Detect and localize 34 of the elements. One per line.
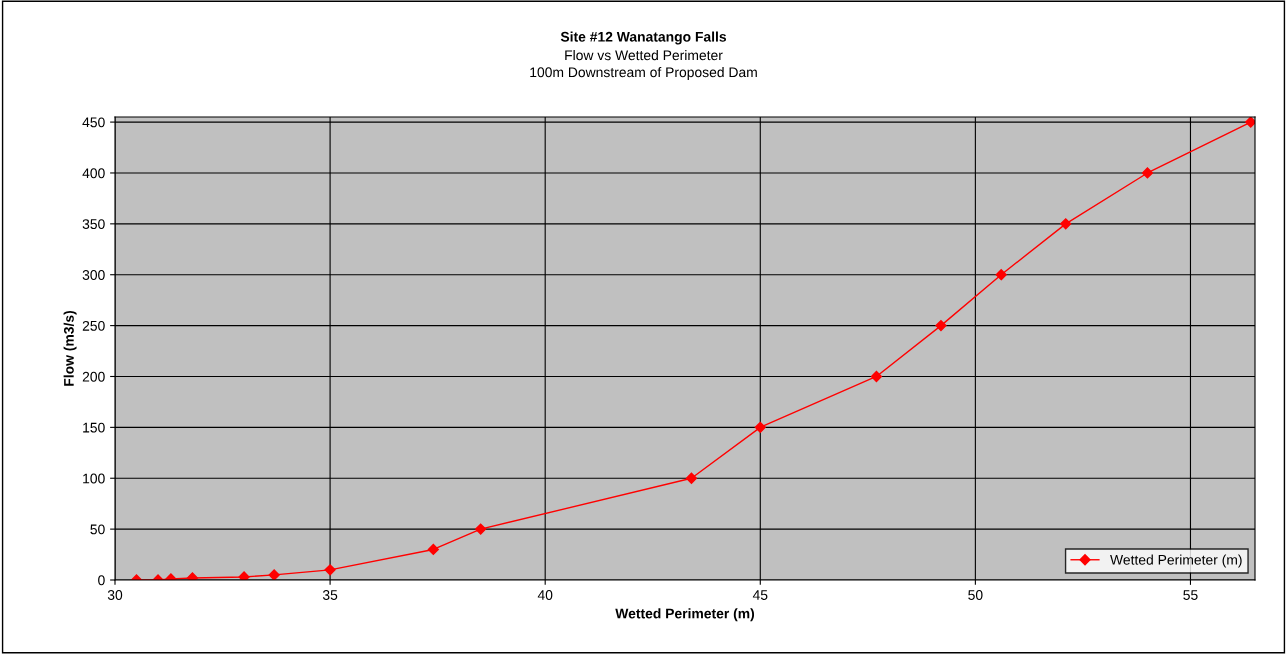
legend-label: Wetted Perimeter (m) — [1110, 554, 1242, 568]
point — [995, 269, 1007, 281]
y-tick-label: 300 — [82, 270, 105, 280]
point — [268, 569, 280, 580]
x-tick-label: 30 — [107, 590, 123, 600]
y-tick-label: 150 — [83, 422, 105, 433]
x-axis-title: Wetted Perimeter (m) — [615, 608, 755, 622]
point — [427, 543, 439, 556]
point — [1141, 167, 1154, 179]
x-tick-label: 55 — [1183, 590, 1198, 600]
x-tick-label: 35 — [322, 590, 338, 600]
y-tick-label: 100 — [83, 473, 105, 484]
y-tick-label: 350 — [82, 219, 105, 230]
y-tick-label: 0 — [98, 575, 105, 586]
point — [870, 370, 883, 383]
point — [1245, 117, 1255, 128]
point — [238, 571, 250, 580]
y-axis-title: Flow (m3/s) — [63, 310, 77, 386]
y-tick-label: 450 — [82, 117, 105, 128]
y-tick-label: 200 — [82, 371, 105, 382]
point — [754, 421, 766, 433]
y-tick-label: 250 — [82, 320, 105, 331]
point — [475, 523, 487, 535]
x-tick-label: 50 — [968, 590, 983, 600]
chart-subtitle: Flow vs Wetted Perimeter 100m Downstream of Proposed Dam — [530, 50, 757, 80]
point — [685, 472, 698, 484]
point — [324, 564, 336, 576]
point — [1060, 218, 1072, 230]
x-tick-label: 40 — [537, 590, 553, 600]
point — [935, 319, 947, 332]
x-tick-label: 45 — [752, 590, 768, 600]
y-tick-label: 400 — [82, 168, 105, 179]
y-tick-label: 50 — [90, 524, 105, 535]
chart-title: Site #12 Wanatango Falls — [560, 31, 727, 45]
